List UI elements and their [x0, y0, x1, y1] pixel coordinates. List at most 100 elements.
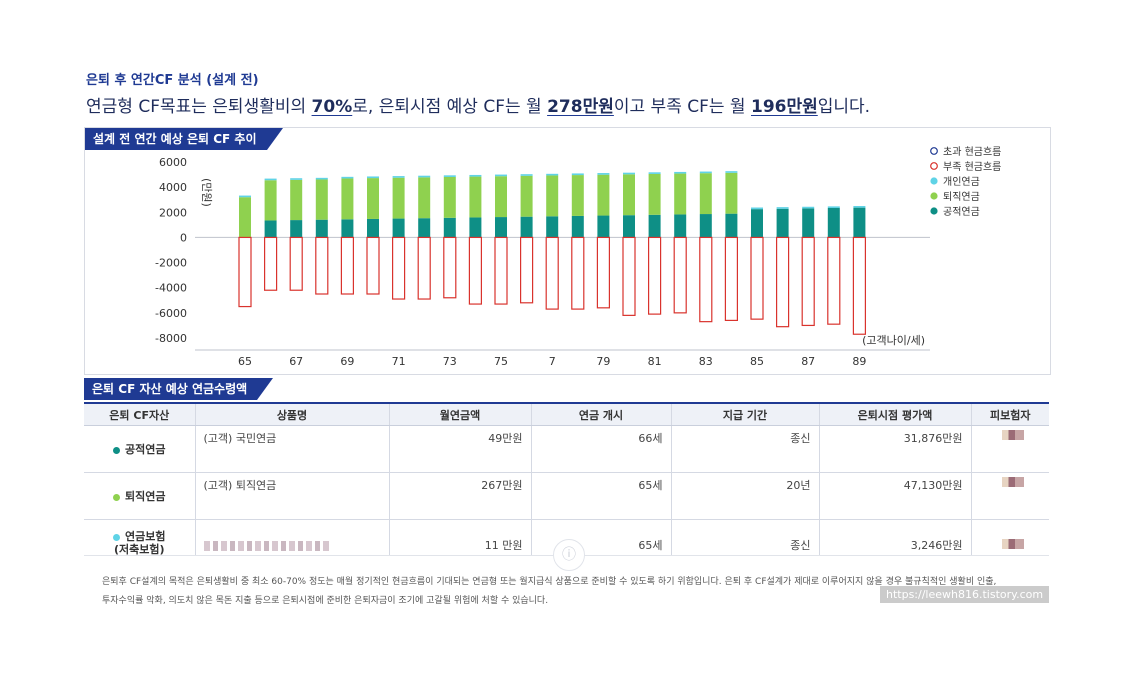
product-cell: (고객) 국민연금: [194, 425, 389, 473]
deficit-bar: [596, 236, 611, 309]
deficit-bar: [724, 236, 739, 322]
legend-label: 개인연금: [943, 176, 980, 188]
y-tick-label: -4000: [155, 282, 187, 295]
info-icon: ⓘ: [553, 539, 585, 571]
x-tick-label: 67: [289, 355, 303, 368]
private-pension-bar: [418, 175, 431, 178]
asset-label: 퇴직연금: [125, 490, 166, 503]
col-insured: 피보험자: [970, 402, 1049, 426]
table-row: 퇴직연금 (고객) 퇴직연금 267만원 65세 20년 47,130만원: [84, 472, 1049, 520]
headline-deficit-cf: 196만원: [750, 97, 818, 117]
x-tick-label: 79: [596, 355, 610, 368]
y-tick-label: 6000: [159, 156, 187, 169]
insured-redacted: [1001, 430, 1024, 440]
legend-label: 초과 현금흐름: [943, 146, 1001, 158]
public-pension-bar: [392, 218, 405, 238]
x-tick-label: 7: [549, 355, 556, 368]
private-pension-bar: [546, 173, 559, 176]
public-pension-bar: [597, 215, 610, 238]
footnote-line-2: 투자수익률 악화, 의도치 않은 목돈 지출 등으로 은퇴시점에 준비한 은퇴자…: [102, 596, 549, 606]
retirement-pension-bar: [725, 172, 738, 214]
public-pension-bar: [827, 208, 840, 238]
deficit-bar: [673, 236, 687, 314]
chart-panel: 설계 전 연간 예상 은퇴 CF 추이 6000 4000 2000 0 -2000 -4…: [84, 127, 1051, 375]
deficit-bar: [468, 236, 482, 305]
public-pension-bar: [264, 220, 277, 238]
pension-table: 은퇴 CF자산 상품명 월연금액 연금 개시 지급 기간 은퇴시점 평가액 피보…: [84, 402, 1049, 567]
x-tick-label: 73: [443, 355, 457, 368]
public-pension-bar: [290, 220, 303, 238]
footnote-line-1: 은퇴후 CF설계의 목적은 은퇴생활비 중 최소 60-70% 정도는 매월 정…: [102, 577, 997, 587]
period-cell: 종신: [670, 425, 819, 473]
y-tick-label: -2000: [155, 257, 187, 270]
headline-text-3: 이고 부족 CF는 월: [613, 97, 751, 117]
private-pension-bar: [443, 175, 456, 177]
private-pension-dot: [113, 533, 120, 541]
deficit-bar: [852, 236, 867, 335]
y-tick-label: 4000: [159, 181, 187, 194]
insured-cell: [970, 425, 1049, 473]
private-pension-bar: [648, 172, 661, 174]
x-tick-label: 81: [648, 355, 662, 368]
retirement-pension-bar: [571, 175, 584, 216]
y-tick-label: 2000: [159, 206, 187, 219]
retirement-pension-bar: [469, 176, 482, 218]
monthly-cell: 49만원: [388, 425, 531, 473]
private-pension-bar: [623, 172, 635, 175]
private-pension-bar: [520, 174, 533, 176]
retirement-pension-bar: [648, 173, 661, 215]
public-pension-bar: [571, 215, 584, 238]
y-tick-label: -8000: [155, 332, 187, 345]
x-axis-label: (고객나이/세): [862, 334, 925, 347]
table-tab: 은퇴 CF 자산 예상 연금수령액: [84, 378, 274, 400]
retirement-pension-bar: [597, 174, 610, 216]
col-product: 상품명: [194, 402, 389, 426]
period-cell: 20년: [670, 472, 819, 520]
asset-label: 연금보험: [125, 530, 166, 543]
private-pension-bar: [315, 177, 328, 180]
x-tick-label: 85: [750, 355, 764, 368]
monthly-cell: 267만원: [388, 472, 531, 520]
retirement-pension-bar: [623, 174, 635, 216]
private-pension-bar: [776, 207, 789, 209]
deficit-bar: [801, 236, 815, 327]
public-pension-bar: [315, 219, 328, 238]
private-pension-bar: [725, 171, 738, 173]
public-pension-bar: [469, 217, 482, 238]
public-pension-bar: [546, 216, 559, 238]
private-pension-bar: [495, 174, 507, 177]
private-pension-bar: [239, 195, 251, 198]
deficit-bar: [289, 236, 303, 291]
deficit-bar: [520, 236, 534, 304]
public-pension-bar: [699, 214, 712, 238]
retirement-pension-bar: [546, 175, 559, 217]
deficit-bar: [545, 236, 559, 310]
private-pension-bar: [674, 171, 687, 174]
deficit-bar: [417, 236, 431, 300]
watermark: https://leewh816.tistory.com: [880, 586, 1050, 603]
x-tick-label: 71: [392, 355, 406, 368]
public-pension-bar: [367, 218, 379, 238]
asset-cell: 퇴직연금: [84, 472, 195, 520]
public-pension-bar: [418, 218, 431, 238]
deficit-bar: [315, 236, 329, 295]
deficit-bar: [622, 236, 636, 316]
x-tick-label: 87: [801, 355, 815, 368]
legend-label: 퇴직연금: [943, 191, 980, 203]
headline: 연금형 CF목표는 은퇴생활비의 70%로, 은퇴시점 예상 CF는 월 278…: [86, 92, 870, 117]
private-pension-bar: [571, 173, 584, 176]
public-pension-bar: [495, 217, 507, 238]
private-pension-bar: [827, 206, 840, 209]
col-asset: 은퇴 CF자산: [84, 402, 195, 426]
public-pension-dot: [113, 446, 120, 454]
insured-redacted: [1001, 538, 1024, 549]
retirement-pension-bar: [341, 178, 354, 220]
asset-label: 공적연금: [125, 443, 166, 456]
retirement-pension-bar: [674, 173, 687, 215]
private-pension-bar: [802, 206, 815, 209]
deficit-bar: [443, 236, 457, 299]
cf-chart: 6000 4000 2000 0 -2000 -4000 -6000 -8000 (만원) 65 6…: [155, 146, 1001, 368]
private-pension-bar: [392, 176, 405, 178]
deficit-bar: [571, 236, 585, 310]
legend-marker: [930, 192, 938, 200]
